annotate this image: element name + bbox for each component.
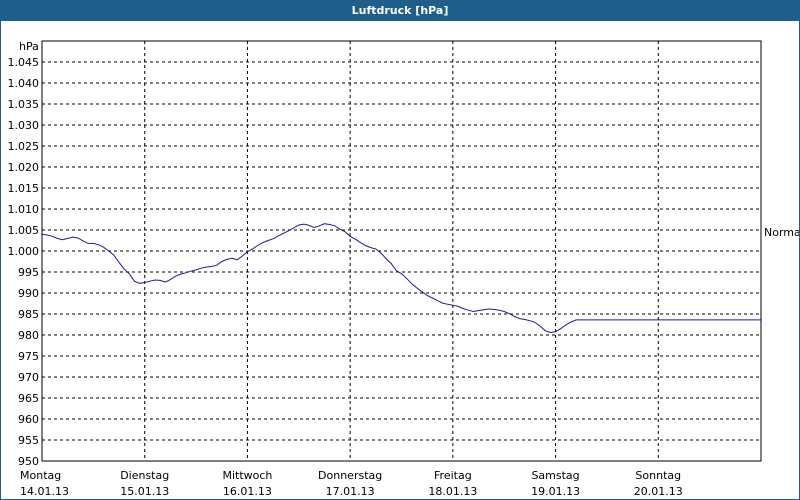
x-tick-date: 18.01.13: [428, 485, 477, 498]
x-tick-date: 16.01.13: [223, 485, 272, 498]
plot-area-border: [41, 40, 762, 462]
x-tick-day: Dienstag: [120, 469, 169, 482]
y-tick-label: 1.020: [8, 161, 40, 174]
y-axis-label: hPa: [19, 40, 39, 53]
x-tick-date: 19.01.13: [531, 485, 580, 498]
y-tick-label: 950: [18, 455, 39, 468]
x-tick-day: Samstag: [531, 469, 579, 482]
y-tick-label: 1.035: [8, 98, 40, 111]
y-tick-label: 960: [18, 413, 39, 426]
x-tick-day: Sonntag: [635, 469, 681, 482]
y-tick-label: 985: [18, 308, 39, 321]
y-tick-label: 1.005: [8, 224, 40, 237]
x-tick-labels: Montag 14.01.13 Dienstag 15.01.13 Mittwoch 16…: [20, 469, 683, 498]
y-tick-label: 1.010: [8, 203, 40, 216]
series-line-pressure: [41, 223, 761, 334]
y-tick-label: 990: [18, 287, 39, 300]
y-tick-labels: 1.045 1.040 1.035 1.030 1.025 1.020 1.015 1.010…: [8, 56, 40, 468]
series-group: [41, 223, 761, 334]
y-tick-label: 955: [18, 434, 39, 447]
y-tick-label: 1.045: [8, 56, 40, 69]
y-tick-label: 1.000: [8, 245, 40, 258]
y-tick-label: 980: [18, 329, 39, 342]
x-tick-date: 20.01.13: [634, 485, 683, 498]
x-tick-day: Mittwoch: [222, 469, 272, 482]
y-tick-label: 1.025: [8, 140, 40, 153]
y-tick-label: 975: [18, 350, 39, 363]
x-tick-date: 17.01.13: [326, 485, 375, 498]
y-tick-label: 1.030: [8, 119, 40, 132]
y-tick-label: 970: [18, 371, 39, 384]
y-tick-label: 965: [18, 392, 39, 405]
grid-lines: [42, 41, 761, 461]
y-tick-label: 995: [18, 266, 39, 279]
chart-title: Luftdruck [hPa]: [1, 1, 799, 21]
x-tick-day: Donnerstag: [318, 469, 382, 482]
x-tick-date: 14.01.13: [20, 485, 69, 498]
x-tick-day: Montag: [20, 469, 61, 482]
x-tick-date: 15.01.13: [120, 485, 169, 498]
normal-reference-label: Normal: [764, 226, 799, 239]
y-tick-label: 1.040: [8, 77, 40, 90]
y-tick-label: 1.015: [8, 182, 40, 195]
x-tick-day: Freitag: [434, 469, 472, 482]
